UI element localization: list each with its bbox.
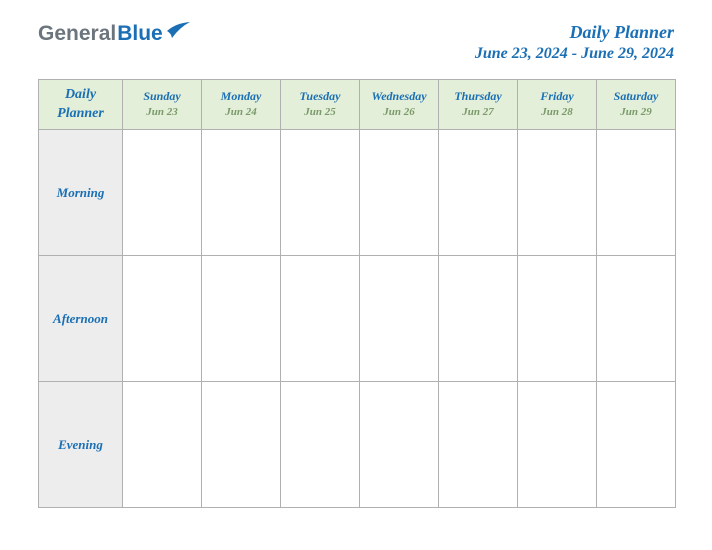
day-date: Jun 27: [439, 105, 517, 120]
day-date: Jun 29: [597, 105, 675, 120]
row-label-evening: Evening: [39, 382, 123, 508]
row-label-afternoon: Afternoon: [39, 256, 123, 382]
day-name: Friday: [518, 88, 596, 105]
day-name: Wednesday: [360, 88, 438, 105]
slot[interactable]: [123, 130, 202, 256]
logo: General Blue: [38, 22, 192, 46]
col-head-thursday: Thursday Jun 27: [439, 80, 518, 130]
logo-text-general: General: [38, 22, 116, 46]
day-date: Jun 24: [202, 105, 280, 120]
slot[interactable]: [202, 256, 281, 382]
slot[interactable]: [202, 382, 281, 508]
slot[interactable]: [597, 382, 676, 508]
slot[interactable]: [281, 382, 360, 508]
slot[interactable]: [360, 382, 439, 508]
slot[interactable]: [123, 382, 202, 508]
date-range: June 23, 2024 - June 29, 2024: [475, 45, 674, 63]
slot[interactable]: [360, 256, 439, 382]
slot[interactable]: [123, 256, 202, 382]
col-head-sunday: Sunday Jun 23: [123, 80, 202, 130]
page-title: Daily Planner: [475, 22, 674, 43]
day-name: Sunday: [123, 88, 201, 105]
col-head-wednesday: Wednesday Jun 26: [360, 80, 439, 130]
corner-label: Daily Planner: [39, 86, 122, 122]
slot[interactable]: [597, 130, 676, 256]
slot[interactable]: [281, 256, 360, 382]
slot[interactable]: [281, 130, 360, 256]
col-head-friday: Friday Jun 28: [518, 80, 597, 130]
day-name: Thursday: [439, 88, 517, 105]
slot[interactable]: [360, 130, 439, 256]
logo-text-blue: Blue: [117, 22, 163, 46]
slot[interactable]: [518, 130, 597, 256]
day-name: Tuesday: [281, 88, 359, 105]
slot[interactable]: [439, 382, 518, 508]
day-name: Saturday: [597, 88, 675, 105]
title-block: Daily Planner June 23, 2024 - June 29, 2…: [475, 22, 674, 63]
slot[interactable]: [439, 256, 518, 382]
slot[interactable]: [202, 130, 281, 256]
planner-table: Daily Planner Sunday Jun 23 Monday Jun 2…: [38, 79, 676, 508]
swoosh-icon: [166, 21, 192, 39]
row-afternoon: Afternoon: [39, 256, 676, 382]
col-head-monday: Monday Jun 24: [202, 80, 281, 130]
row-morning: Morning: [39, 130, 676, 256]
row-evening: Evening: [39, 382, 676, 508]
header-row: Daily Planner Sunday Jun 23 Monday Jun 2…: [39, 80, 676, 130]
row-label-morning: Morning: [39, 130, 123, 256]
day-date: Jun 28: [518, 105, 596, 120]
col-head-saturday: Saturday Jun 29: [597, 80, 676, 130]
col-head-tuesday: Tuesday Jun 25: [281, 80, 360, 130]
day-name: Monday: [202, 88, 280, 105]
slot[interactable]: [518, 256, 597, 382]
slot[interactable]: [518, 382, 597, 508]
day-date: Jun 25: [281, 105, 359, 120]
page-header: General Blue Daily Planner June 23, 2024…: [0, 0, 712, 63]
day-date: Jun 26: [360, 105, 438, 120]
corner-cell: Daily Planner: [39, 80, 123, 130]
slot[interactable]: [597, 256, 676, 382]
slot[interactable]: [439, 130, 518, 256]
day-date: Jun 23: [123, 105, 201, 120]
